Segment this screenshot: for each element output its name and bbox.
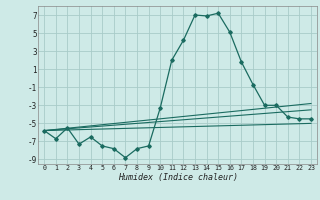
X-axis label: Humidex (Indice chaleur): Humidex (Indice chaleur) <box>118 173 238 182</box>
